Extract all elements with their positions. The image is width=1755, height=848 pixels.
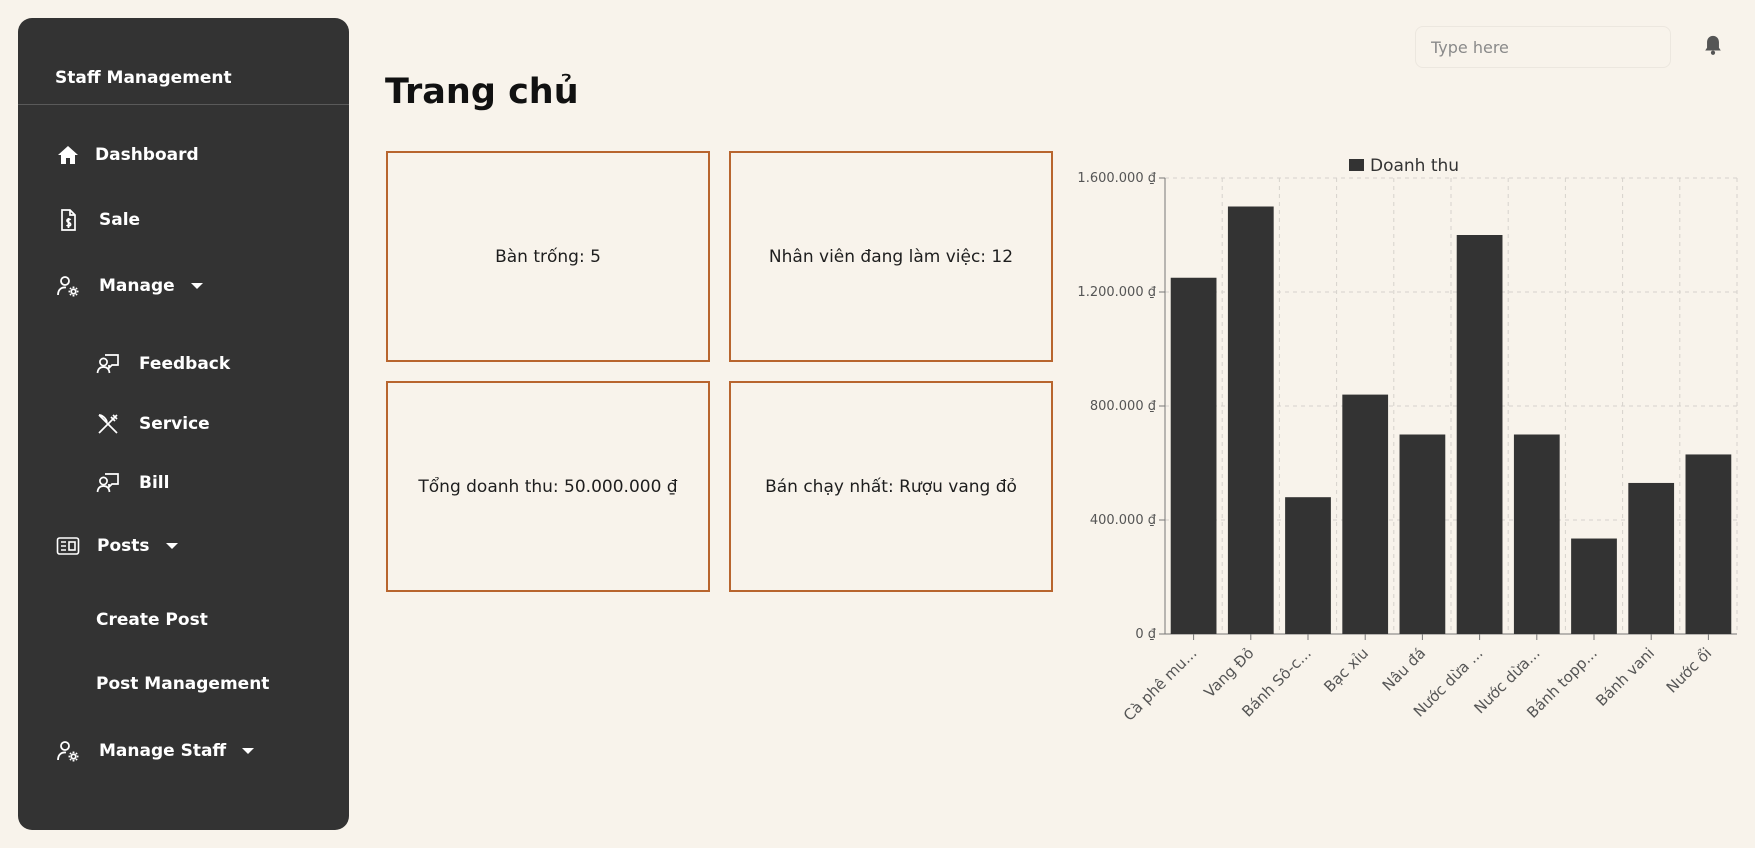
x-tick-label: Bạc xỉu [1320, 644, 1372, 696]
bar [1628, 482, 1675, 634]
sidebar-item-label: Posts [97, 536, 150, 556]
stat-card-text: Tổng doanh thu: 50.000.000 ₫ [418, 476, 678, 497]
user-gear-icon [55, 273, 81, 299]
sidebar-item-label: Feedback [139, 354, 231, 374]
y-tick-label: 1.200.000 ₫ [1077, 285, 1156, 300]
bar [1513, 434, 1560, 634]
sidebar-item-label: Dashboard [95, 145, 199, 165]
bar [1285, 497, 1331, 634]
chevron-down-icon [165, 543, 178, 549]
sidebar-item-feedback[interactable]: Feedback [95, 351, 230, 377]
search-input[interactable] [1415, 26, 1671, 68]
legend-label: Doanh thu [1370, 156, 1459, 176]
sidebar-item-post-management[interactable]: Post Management [96, 674, 269, 694]
chevron-down-icon [190, 283, 203, 289]
sidebar-item-sale[interactable]: Sale [55, 207, 140, 233]
sidebar-item-label: Manage Staff [99, 741, 227, 761]
bar [1399, 434, 1446, 634]
sidebar-item-posts[interactable]: Posts [55, 533, 178, 559]
sidebar-item-label: Bill [139, 473, 170, 493]
sidebar-item-label: Service [139, 414, 210, 434]
stat-card-active-staff: Nhân viên đang làm việc: 12 [729, 151, 1053, 362]
y-tick-label: 800.000 ₫ [1090, 399, 1157, 414]
x-tick-label: Cà phê mu... [1120, 644, 1201, 725]
sidebar-item-label: Manage [99, 276, 175, 296]
bar [1227, 206, 1274, 634]
newspaper-icon [55, 533, 81, 559]
sidebar-item-manage[interactable]: Manage [55, 273, 203, 299]
home-icon [55, 142, 81, 168]
bar [1571, 538, 1617, 634]
stat-card-empty-tables: Bàn trống: 5 [386, 151, 710, 362]
sidebar-item-bill[interactable]: Bill [95, 470, 169, 496]
stat-card-text: Bàn trống: 5 [495, 246, 601, 267]
sidebar-item-label: Sale [99, 210, 141, 230]
stat-card-total-revenue: Tổng doanh thu: 50.000.000 ₫ [386, 381, 710, 592]
sidebar: Staff Management Dashboard Sale Manage F… [18, 18, 349, 830]
feedback-icon [95, 351, 121, 377]
sidebar-item-manage-staff[interactable]: Manage Staff [55, 738, 255, 764]
sidebar-item-create-post[interactable]: Create Post [96, 610, 208, 630]
user-gear-icon [55, 738, 81, 764]
sidebar-divider [18, 104, 349, 105]
bar [1170, 277, 1217, 634]
invoice-dollar-icon [55, 207, 81, 233]
sidebar-title: Staff Management [55, 68, 232, 88]
bar [1685, 454, 1732, 634]
x-tick-label: Nâu đá [1379, 644, 1429, 694]
x-tick-label: Vang Đỏ [1200, 644, 1257, 701]
stat-card-text: Bán chạy nhất: Rượu vang đỏ [765, 476, 1017, 497]
x-tick-label: Bánh vani [1592, 644, 1658, 710]
bill-icon [95, 470, 121, 496]
y-tick-label: 1.600.000 ₫ [1077, 171, 1156, 186]
legend-swatch [1349, 159, 1364, 171]
chevron-down-icon [242, 748, 255, 754]
stat-card-best-seller: Bán chạy nhất: Rượu vang đỏ [729, 381, 1053, 592]
y-tick-label: 400.000 ₫ [1090, 513, 1157, 528]
revenue-bar-chart: 0 ₫ 400.000 ₫ 800.000 ₫ 1.200.000 ₫ 1.600.00… [1077, 156, 1738, 725]
bar [1456, 235, 1503, 634]
bar [1342, 394, 1389, 634]
sidebar-item-label: Create Post [96, 610, 208, 630]
sidebar-item-service[interactable]: Service [95, 411, 210, 437]
x-tick-label: Nước ổi [1663, 644, 1716, 697]
revenue-chart: 0 ₫ 400.000 ₫ 800.000 ₫ 1.200.000 ₫ 1.600.00… [1060, 140, 1750, 760]
y-tick-label: 0 ₫ [1135, 627, 1156, 642]
page-title: Trang chủ [385, 72, 579, 112]
stat-card-text: Nhân viên đang làm việc: 12 [768, 246, 1014, 267]
bell-icon[interactable] [1702, 33, 1724, 57]
sidebar-item-dashboard[interactable]: Dashboard [55, 142, 199, 168]
utensils-icon [95, 411, 121, 437]
sidebar-item-label: Post Management [96, 674, 270, 694]
